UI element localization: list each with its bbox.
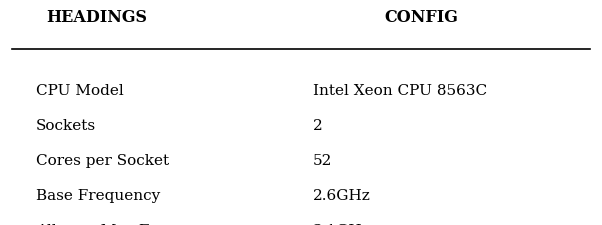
Text: 52: 52 [313,153,332,167]
Text: 2.6GHz: 2.6GHz [313,188,371,202]
Text: Intel Xeon CPU 8563C: Intel Xeon CPU 8563C [313,83,487,97]
Text: Cores per Socket: Cores per Socket [36,153,169,167]
Text: Base Frequency: Base Frequency [36,188,160,202]
Text: Sockets: Sockets [36,118,96,132]
Text: CPU Model: CPU Model [36,83,124,97]
Text: CONFIG: CONFIG [385,9,458,26]
Text: All-core Max Frequency: All-core Max Frequency [36,223,222,225]
Text: 2: 2 [313,118,323,132]
Text: 3.1GHz: 3.1GHz [313,223,371,225]
Text: HEADINGS: HEADINGS [46,9,147,26]
